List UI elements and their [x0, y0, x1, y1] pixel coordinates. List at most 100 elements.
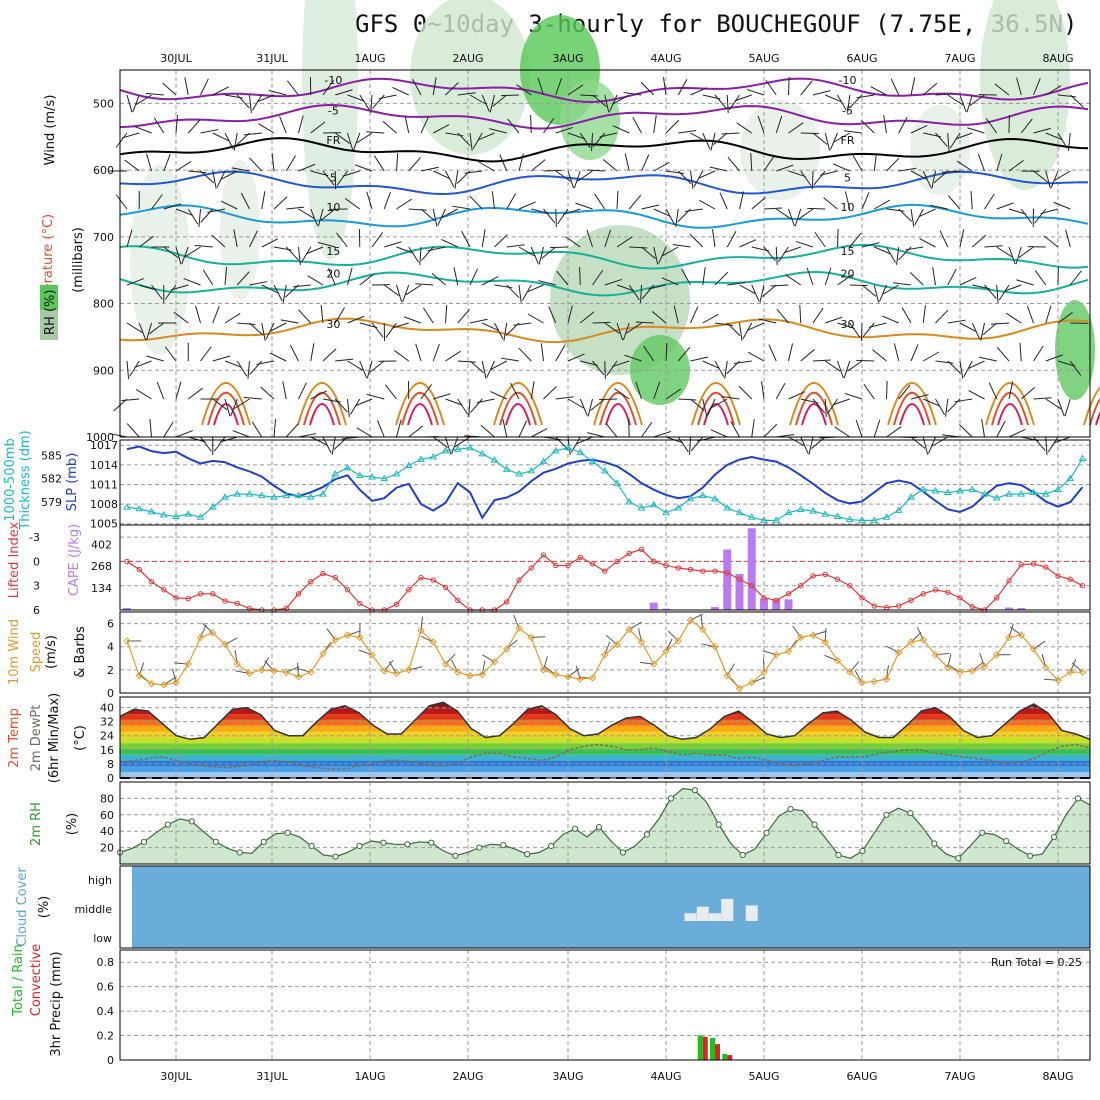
surface-contour: [801, 403, 827, 426]
rh-point: [979, 829, 986, 836]
thickness-point: [490, 456, 499, 463]
axis-label: Total / Rain: [11, 944, 26, 1017]
wind-barb: [420, 384, 432, 400]
thickness-point: [221, 493, 229, 500]
lifted-index-point: [761, 595, 767, 601]
slp-tick: 1008: [90, 498, 118, 511]
wind-barb: [837, 274, 853, 286]
thickness-point: [441, 446, 450, 454]
cloud-bar: [721, 898, 734, 921]
wind-barb: [579, 311, 595, 324]
cape-bar: [784, 599, 793, 610]
wind-speed-point: [735, 684, 744, 693]
wind-barb: [317, 208, 324, 227]
axis-label-line: (%): [37, 896, 52, 919]
wind-barb: [240, 192, 250, 210]
wind-barb: [562, 208, 581, 216]
thickness-point: [270, 493, 278, 500]
thickness-point: [233, 490, 242, 497]
surface-contour: [395, 382, 445, 426]
thickness-point: [453, 445, 462, 452]
wind-barb: [353, 132, 361, 151]
wind-barb: [653, 161, 670, 172]
wind-barb: [910, 436, 926, 449]
isotherm-10: [119, 203, 1089, 229]
wind-barb: [955, 132, 973, 140]
wind-barb: [996, 246, 1013, 258]
cloud-level-label: middle: [74, 903, 112, 916]
wind-barb: [1033, 397, 1052, 400]
thickness-point: [257, 491, 266, 499]
wind-barb: [843, 360, 851, 379]
wind-barb: [252, 94, 263, 111]
wind-barb: [162, 82, 177, 96]
wind-barb: [726, 94, 729, 114]
wind-barb: [366, 131, 385, 134]
temp-band: [120, 772, 1090, 778]
wind-barb: [739, 191, 745, 210]
wind-barb: [770, 284, 789, 287]
wind-barb: [629, 246, 648, 249]
thickness-point: [355, 471, 364, 479]
precip-tick: 0.2: [97, 1030, 115, 1043]
wind-barb: [249, 230, 258, 248]
surface-contour: [893, 392, 931, 426]
wind-barb: [195, 305, 201, 324]
lifted-index-point: [504, 599, 510, 605]
axis-label: Cloud Cover: [15, 867, 30, 947]
rh-point: [1027, 852, 1034, 859]
wind-barb: [690, 356, 709, 362]
lifted-index-point: [246, 605, 253, 612]
surface-contour: [1095, 411, 1100, 426]
thickness-point: [380, 474, 389, 482]
wind-barb: [919, 238, 936, 248]
wind-barb: [427, 246, 446, 252]
wind-barb: [783, 246, 801, 254]
lifted-index-point: [859, 595, 865, 601]
wind-barb: [702, 398, 708, 417]
wind-barb: [310, 208, 318, 226]
wind-barb: [175, 381, 182, 400]
wind-barb: [611, 360, 630, 368]
wind-barb: [292, 284, 311, 288]
rh-point: [188, 818, 195, 825]
wind-barb: [200, 78, 209, 96]
wind-barb: [347, 398, 350, 417]
wind-barb: [1047, 436, 1059, 453]
wind-speed-point: [160, 681, 168, 689]
rh-point: [260, 838, 267, 845]
rh-point: [1003, 837, 1010, 845]
wind-barb: [478, 161, 495, 172]
wind-barb: [543, 208, 556, 224]
wind-barb: [126, 94, 133, 113]
wind-barb: [678, 129, 697, 134]
wind-barb: [635, 381, 642, 400]
wind-barb: [347, 94, 365, 102]
wind-barb: [711, 398, 728, 409]
wind-barb: [298, 208, 315, 219]
wind-barb: [513, 322, 532, 326]
wind-barb: [200, 436, 212, 452]
wind-barb: [490, 360, 507, 370]
wind-barb: [433, 124, 450, 134]
wind-speed-point: [846, 668, 854, 676]
rh-tick: 60: [100, 809, 114, 822]
wind-barb: [1026, 305, 1034, 324]
lifted-index-point: [344, 587, 351, 593]
thickness-point: [992, 493, 1001, 501]
rh-point: [859, 847, 866, 854]
thickness-point: [123, 503, 131, 510]
wind-barb: [469, 268, 479, 286]
rh-tick: 40: [100, 825, 114, 838]
lifted-index-point: [847, 583, 853, 589]
wind-barb: [285, 155, 296, 172]
wind-barb: [898, 384, 911, 400]
wind-barb: [931, 170, 936, 189]
wind-barb: [833, 132, 851, 143]
wind-barb: [181, 246, 189, 264]
wind-barb: [918, 208, 936, 218]
wind-barb: [788, 170, 806, 178]
wind-barb: [785, 274, 802, 286]
wind-barb: [235, 132, 250, 146]
wind-barb: [212, 170, 217, 189]
